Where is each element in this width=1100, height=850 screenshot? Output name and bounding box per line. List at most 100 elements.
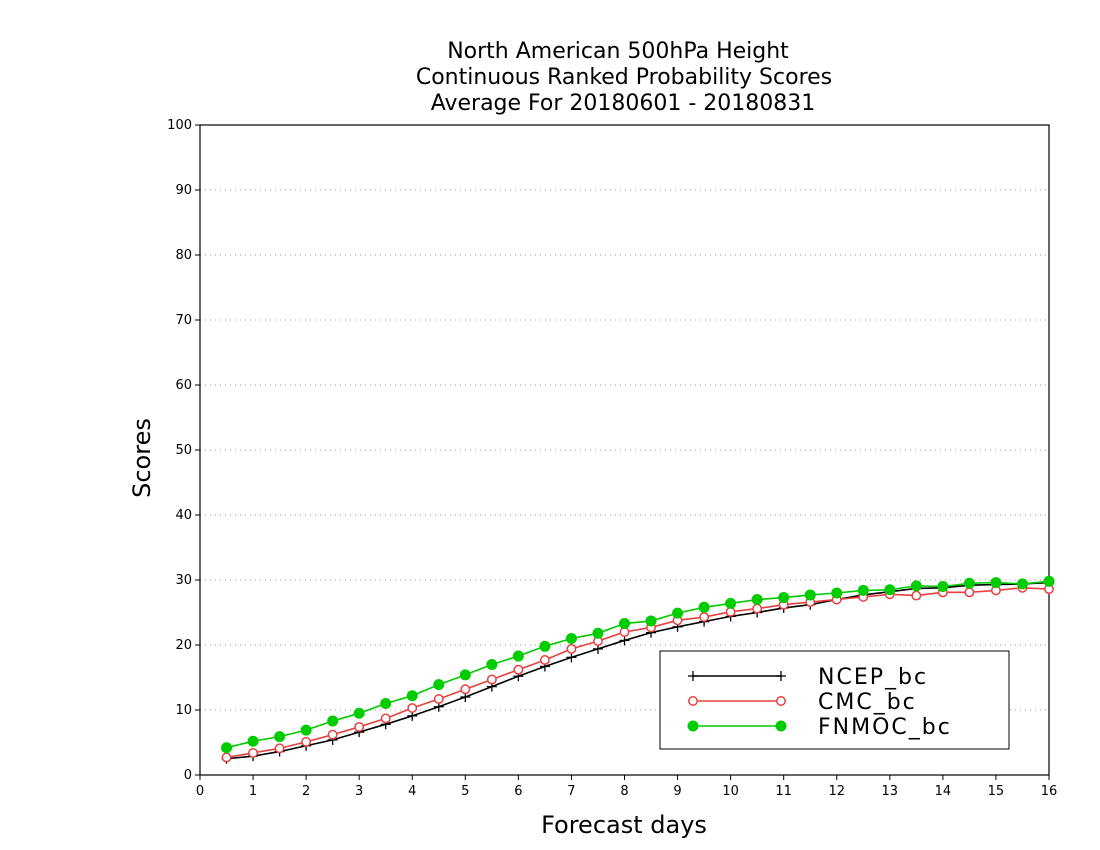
data-point-fnmoc-bc <box>910 580 922 592</box>
x-tick-label: 3 <box>355 784 363 799</box>
data-point-cmc-bc <box>486 674 497 685</box>
data-point-fnmoc-bc <box>990 577 1002 589</box>
data-point-ncep-bc <box>566 652 577 663</box>
x-tick-label: 11 <box>775 784 792 799</box>
data-point-fnmoc-bc <box>539 640 551 652</box>
legend-box <box>659 650 1010 750</box>
data-point-cmc-bc <box>513 664 524 675</box>
data-point-fnmoc-bc <box>884 584 896 596</box>
x-tick-label: 15 <box>988 784 1005 799</box>
legend-label-fnmoc-bc: FNMOC_bc <box>818 715 952 740</box>
data-point-fnmoc-bc <box>1043 575 1055 587</box>
x-tick-label: 14 <box>935 784 952 799</box>
y-tick-label: 100 <box>167 118 192 133</box>
data-point-fnmoc-bc <box>380 698 392 709</box>
y-tick-label: 30 <box>175 573 192 588</box>
data-point-cmc-bc <box>274 743 285 754</box>
data-point-fnmoc-bc <box>327 715 339 727</box>
data-point-fnmoc-bc <box>937 581 949 592</box>
data-point-fnmoc-bc <box>486 659 498 670</box>
data-point-fnmoc-bc <box>672 607 684 619</box>
data-point-cmc-bc <box>460 684 471 695</box>
x-tick-label: 5 <box>461 784 469 799</box>
y-tick-label: 60 <box>175 378 192 393</box>
data-point-fnmoc-bc <box>1016 578 1028 590</box>
legend-marker-cmc-bc <box>776 696 786 706</box>
data-point-fnmoc-bc <box>857 584 869 596</box>
data-point-fnmoc-bc <box>751 594 763 605</box>
data-point-cmc-bc <box>301 736 312 747</box>
x-tick-label: 1 <box>249 784 257 799</box>
x-axis-label: Forecast days <box>541 811 707 839</box>
x-tick-label: 12 <box>828 784 845 799</box>
x-tick-label: 13 <box>882 784 899 799</box>
x-tick-label: 2 <box>302 784 310 799</box>
data-point-fnmoc-bc <box>512 650 524 662</box>
data-point-cmc-bc <box>221 752 232 763</box>
data-point-fnmoc-bc <box>619 618 630 630</box>
data-point-fnmoc-bc <box>221 742 233 754</box>
data-point-cmc-bc <box>619 627 630 637</box>
data-point-cmc-bc <box>566 643 577 654</box>
data-point-cmc-bc <box>407 703 418 713</box>
data-point-cmc-bc <box>433 694 444 704</box>
legend-marker-ncep-bc <box>776 671 786 681</box>
x-tick-label: 6 <box>514 784 522 799</box>
data-point-fnmoc-bc <box>645 615 657 627</box>
data-point-fnmoc-bc <box>353 707 365 719</box>
x-tick-label: 8 <box>620 784 628 799</box>
data-point-fnmoc-bc <box>406 690 418 702</box>
data-point-cmc-bc <box>725 606 736 617</box>
legend-marker-fnmoc-bc <box>775 720 787 732</box>
legend-label-ncep-bc: NCEP_bc <box>818 665 928 690</box>
data-point-fnmoc-bc <box>459 669 471 681</box>
y-tick-label: 10 <box>175 703 192 718</box>
y-tick-label: 50 <box>175 443 192 458</box>
data-point-ncep-bc <box>619 635 630 646</box>
data-point-cmc-bc <box>248 747 259 758</box>
x-tick-label: 7 <box>567 784 575 799</box>
legend-marker-cmc-bc <box>688 696 698 706</box>
x-tick-label: 9 <box>673 784 681 799</box>
x-tick-label: 0 <box>196 784 204 799</box>
data-point-cmc-bc <box>327 729 338 740</box>
data-point-cmc-bc <box>539 655 550 665</box>
data-point-fnmoc-bc <box>725 597 737 609</box>
data-point-fnmoc-bc <box>778 592 790 604</box>
data-point-cmc-bc <box>911 590 922 601</box>
y-tick-label: 0 <box>184 768 192 783</box>
data-point-fnmoc-bc <box>247 735 259 747</box>
data-point-fnmoc-bc <box>804 589 816 601</box>
x-tick-label: 16 <box>1041 784 1058 799</box>
data-point-fnmoc-bc <box>831 587 843 599</box>
data-point-fnmoc-bc <box>300 724 312 736</box>
x-tick-label: 4 <box>408 784 416 799</box>
data-point-cmc-bc <box>380 713 391 724</box>
data-point-fnmoc-bc <box>274 731 286 743</box>
chart-subtitle-1: Continuous Ranked Probability Scores <box>416 65 832 90</box>
data-point-fnmoc-bc <box>565 633 577 644</box>
data-point-fnmoc-bc <box>433 679 445 691</box>
chart-subtitle-2: Average For 20180601 - 20180831 <box>431 91 816 116</box>
y-tick-label: 90 <box>175 183 192 198</box>
x-tick-label: 10 <box>722 784 739 799</box>
y-axis-label: Scores <box>128 418 156 498</box>
data-point-cmc-bc <box>699 612 710 622</box>
y-tick-label: 80 <box>175 248 192 263</box>
data-point-fnmoc-bc <box>698 601 710 613</box>
data-point-fnmoc-bc <box>963 577 975 589</box>
y-tick-label: 20 <box>175 638 192 653</box>
legend-marker-fnmoc-bc <box>687 720 699 732</box>
y-tick-label: 40 <box>175 508 192 523</box>
data-point-cmc-bc <box>964 587 975 598</box>
y-tick-label: 70 <box>175 313 192 328</box>
legend-marker-ncep-bc <box>688 671 698 681</box>
data-point-cmc-bc <box>752 603 763 614</box>
data-point-cmc-bc <box>354 721 365 732</box>
legend-label-cmc-bc: CMC_bc <box>818 690 917 715</box>
chart-title: North American 500hPa Height <box>447 39 789 64</box>
